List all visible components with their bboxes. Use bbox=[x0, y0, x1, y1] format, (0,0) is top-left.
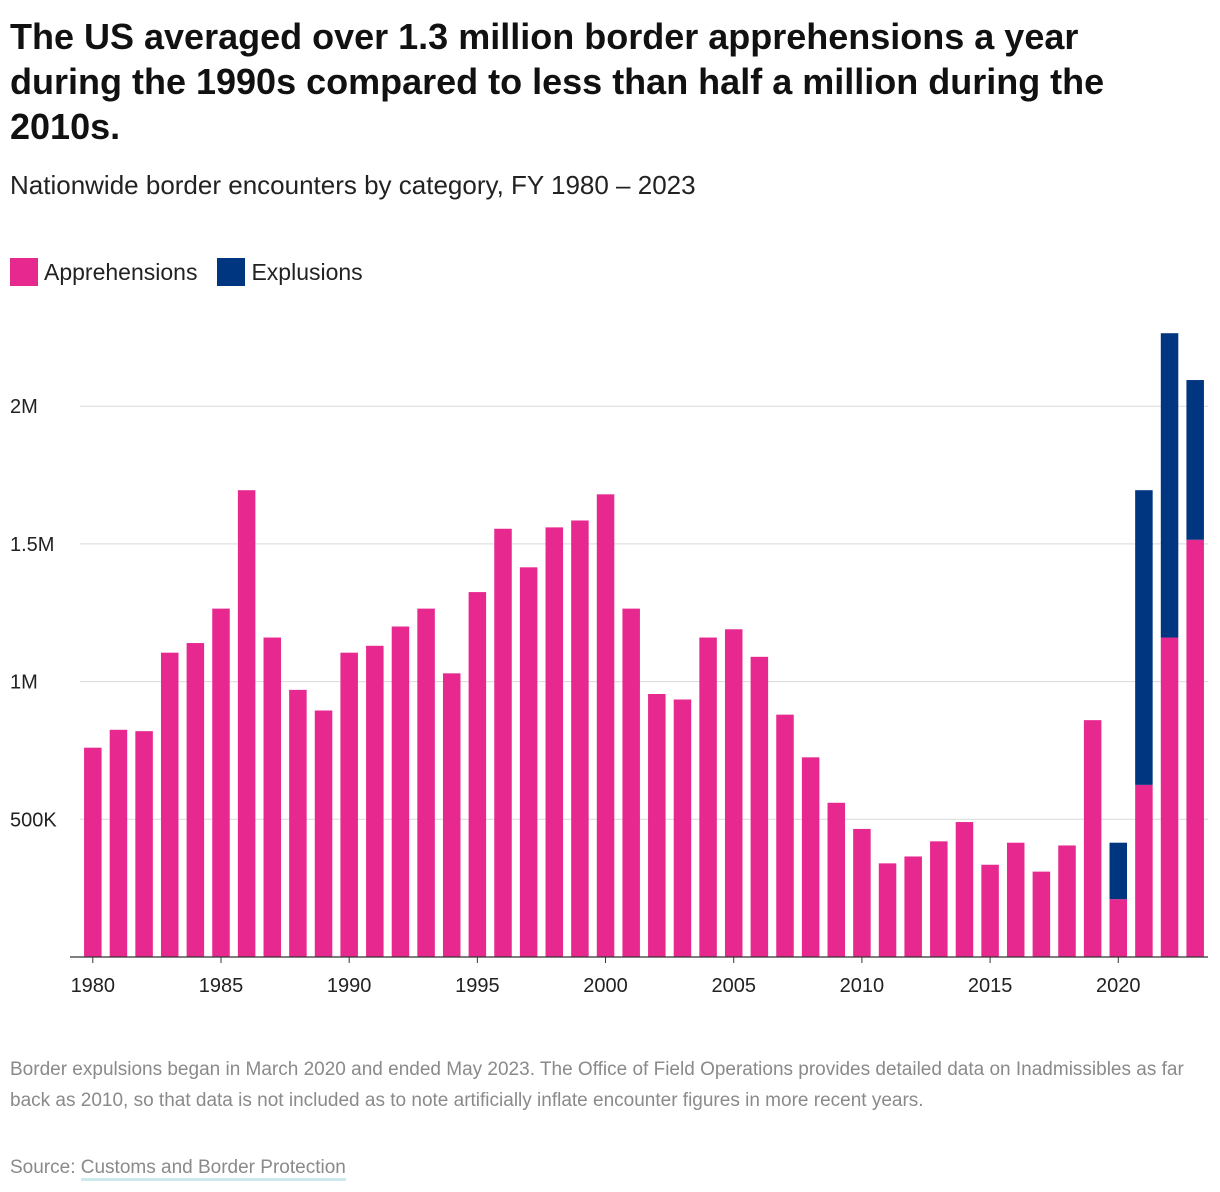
bar-apprehensions-1987[interactable] bbox=[263, 637, 282, 957]
bar-apprehensions-2017[interactable] bbox=[1032, 871, 1051, 957]
bar-chart: 500K 1M 1.5M 2M 1980 1985 1990 1995 2000 2005 2010… bbox=[10, 333, 1208, 997]
bar-apprehensions-1988[interactable] bbox=[289, 689, 307, 957]
bar-explusions-2022[interactable] bbox=[1160, 333, 1179, 638]
bar-apprehensions-2009[interactable] bbox=[827, 802, 846, 957]
source-link[interactable]: Customs and Border Protection bbox=[80, 1157, 346, 1181]
bar-apprehensions-2004[interactable] bbox=[699, 637, 717, 957]
bar-apprehensions-2001[interactable] bbox=[622, 608, 640, 957]
y-tick-label: 1M bbox=[10, 672, 38, 694]
bar-apprehensions-2007[interactable] bbox=[776, 714, 794, 957]
x-tick-label: 1980 bbox=[71, 975, 116, 997]
bar-apprehensions-1982[interactable] bbox=[135, 731, 153, 957]
bar-apprehensions-1999[interactable] bbox=[571, 520, 589, 957]
source-line: Source: Customs and Border Protection bbox=[10, 1153, 346, 1183]
bar-apprehensions-1989[interactable] bbox=[314, 710, 333, 957]
axes: 500K 1M 1.5M 2M 1980 1985 1990 1995 2000 2005 2010… bbox=[10, 396, 1208, 997]
bar-explusions-2020[interactable] bbox=[1109, 842, 1128, 900]
bar-apprehensions-1981[interactable] bbox=[109, 729, 128, 957]
x-tick-label: 2000 bbox=[583, 975, 628, 997]
bar-apprehensions-1980[interactable] bbox=[84, 747, 102, 957]
bar-apprehensions-2010[interactable] bbox=[853, 828, 871, 957]
chart-subtitle: Nationwide border encounters by category… bbox=[10, 170, 696, 200]
legend-swatch-apprehensions bbox=[10, 258, 38, 286]
bar-apprehensions-1994[interactable] bbox=[442, 673, 461, 957]
x-tick-label: 1985 bbox=[199, 975, 244, 997]
bar-apprehensions-2020[interactable] bbox=[1109, 899, 1128, 957]
legend-label-explusions: Explusions bbox=[251, 258, 363, 285]
legend-label-apprehensions: Apprehensions bbox=[44, 258, 198, 285]
bar-apprehensions-1986[interactable] bbox=[237, 490, 256, 957]
footnote: Border expulsions began in March 2020 an… bbox=[10, 1059, 1184, 1111]
bar-apprehensions-2002[interactable] bbox=[648, 693, 666, 957]
legend-swatch-explusions bbox=[217, 258, 246, 286]
legend-item-explusions[interactable]: Explusions bbox=[217, 258, 363, 286]
bar-apprehensions-1990[interactable] bbox=[340, 652, 358, 957]
bar-apprehensions-2005[interactable] bbox=[724, 629, 743, 957]
bar-apprehensions-2021[interactable] bbox=[1135, 784, 1153, 957]
chart-title: The US averaged over 1.3 million border … bbox=[10, 16, 1105, 147]
bar-apprehensions-1997[interactable] bbox=[519, 567, 538, 957]
bar-apprehensions-2018[interactable] bbox=[1058, 845, 1076, 957]
bar-apprehensions-2008[interactable] bbox=[801, 757, 820, 957]
bar-apprehensions-2014[interactable] bbox=[955, 822, 974, 957]
legend-item-apprehensions[interactable]: Apprehensions bbox=[10, 258, 197, 286]
x-tick-label: 2010 bbox=[840, 975, 885, 997]
bar-explusions-2021[interactable] bbox=[1135, 490, 1153, 785]
bar-apprehensions-2012[interactable] bbox=[904, 856, 922, 957]
bars bbox=[84, 333, 1204, 957]
bar-apprehensions-2003[interactable] bbox=[673, 699, 692, 957]
bar-apprehensions-2006[interactable] bbox=[750, 656, 769, 957]
source-prefix: Source: bbox=[10, 1157, 81, 1178]
y-tick-label: 1.5M bbox=[10, 534, 54, 556]
y-tick-label: 2M bbox=[10, 396, 38, 418]
bar-apprehensions-1991[interactable] bbox=[366, 645, 384, 957]
bar-apprehensions-1984[interactable] bbox=[186, 643, 205, 957]
bar-apprehensions-2011[interactable] bbox=[878, 863, 897, 957]
bar-apprehensions-2015[interactable] bbox=[981, 864, 999, 957]
bar-apprehensions-2013[interactable] bbox=[930, 841, 948, 957]
bar-apprehensions-2019[interactable] bbox=[1083, 720, 1102, 957]
bar-apprehensions-2000[interactable] bbox=[596, 494, 615, 957]
x-tick-label: 2020 bbox=[1096, 975, 1141, 997]
x-tick-label: 2005 bbox=[711, 975, 756, 997]
x-tick-label: 1995 bbox=[455, 975, 500, 997]
bar-apprehensions-2023[interactable] bbox=[1186, 539, 1204, 957]
x-tick-label: 1990 bbox=[327, 975, 372, 997]
bar-apprehensions-1995[interactable] bbox=[468, 592, 487, 957]
bar-apprehensions-1983[interactable] bbox=[160, 652, 179, 957]
bar-apprehensions-2022[interactable] bbox=[1160, 637, 1179, 957]
bar-apprehensions-1992[interactable] bbox=[391, 626, 410, 957]
x-tick-label: 2015 bbox=[968, 975, 1013, 997]
bar-apprehensions-1993[interactable] bbox=[417, 608, 435, 957]
bar-apprehensions-1985[interactable] bbox=[212, 608, 230, 957]
bar-apprehensions-1998[interactable] bbox=[545, 527, 564, 957]
legend: Apprehensions Explusions bbox=[10, 258, 383, 286]
bar-apprehensions-2016[interactable] bbox=[1006, 842, 1025, 957]
y-tick-label: 500K bbox=[10, 809, 57, 831]
bar-explusions-2023[interactable] bbox=[1186, 380, 1204, 540]
bar-apprehensions-1996[interactable] bbox=[494, 528, 512, 957]
